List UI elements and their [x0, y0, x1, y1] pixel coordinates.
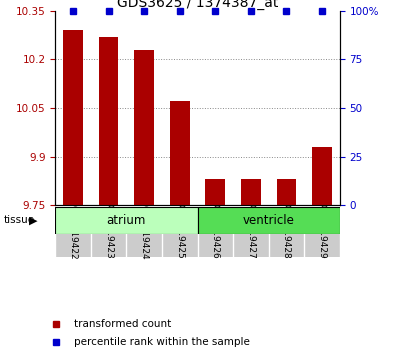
Text: GSM119428: GSM119428 — [282, 205, 291, 259]
Bar — [269, 207, 304, 257]
Bar — [55, 207, 91, 257]
Bar — [312, 147, 332, 205]
Bar — [134, 50, 154, 205]
Bar — [276, 179, 296, 205]
Text: GSM119425: GSM119425 — [175, 205, 184, 259]
Bar — [99, 36, 118, 205]
Text: percentile rank within the sample: percentile rank within the sample — [74, 337, 250, 347]
Text: GSM119423: GSM119423 — [104, 205, 113, 259]
Text: GSM119422: GSM119422 — [69, 205, 77, 259]
Text: ventricle: ventricle — [243, 214, 295, 227]
Bar — [126, 207, 162, 257]
Text: transformed count: transformed count — [74, 319, 171, 329]
Bar — [233, 207, 269, 257]
Text: ▶: ▶ — [29, 215, 38, 225]
Bar — [241, 179, 261, 205]
Bar — [55, 207, 198, 234]
Bar — [304, 207, 340, 257]
Text: GSM119429: GSM119429 — [318, 205, 326, 259]
Text: atrium: atrium — [107, 214, 146, 227]
Bar — [91, 207, 126, 257]
Bar — [198, 207, 233, 257]
Bar — [198, 207, 340, 234]
Text: tissue: tissue — [4, 215, 35, 225]
Text: GSM119427: GSM119427 — [246, 205, 255, 259]
Bar — [162, 207, 198, 257]
Bar — [205, 179, 225, 205]
Bar — [170, 102, 190, 205]
Title: GDS3625 / 1374387_at: GDS3625 / 1374387_at — [117, 0, 278, 10]
Text: GSM119424: GSM119424 — [140, 205, 149, 259]
Text: GSM119426: GSM119426 — [211, 205, 220, 259]
Bar — [63, 30, 83, 205]
